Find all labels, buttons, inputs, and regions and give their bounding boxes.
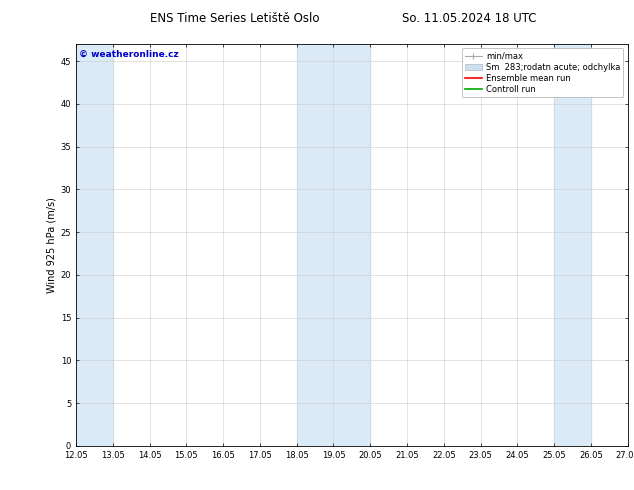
Bar — [554, 44, 591, 446]
Text: So. 11.05.2024 18 UTC: So. 11.05.2024 18 UTC — [402, 12, 536, 25]
Bar — [297, 44, 370, 446]
Legend: min/max, Sm  283;rodatn acute; odchylka, Ensemble mean run, Controll run: min/max, Sm 283;rodatn acute; odchylka, … — [462, 49, 623, 97]
Y-axis label: Wind 925 hPa (m/s): Wind 925 hPa (m/s) — [46, 197, 56, 293]
Bar — [76, 44, 113, 446]
Text: © weatheronline.cz: © weatheronline.cz — [79, 50, 178, 59]
Text: ENS Time Series Letiště Oslo: ENS Time Series Letiště Oslo — [150, 12, 320, 25]
